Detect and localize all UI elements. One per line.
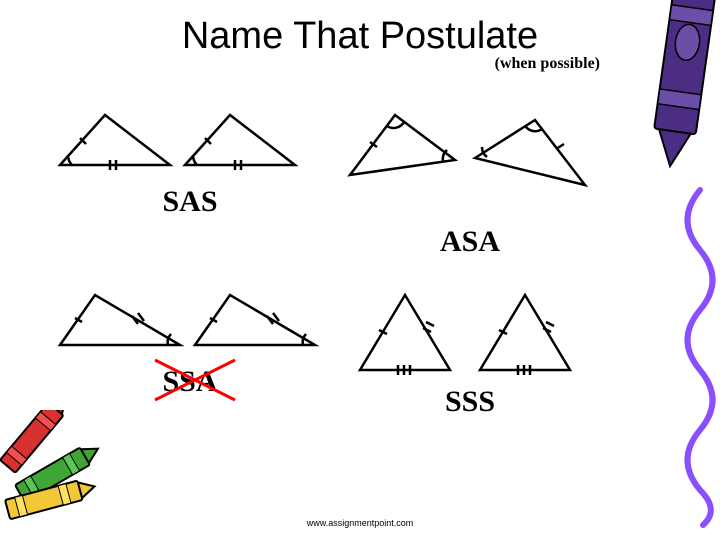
cell-ssa: SSA xyxy=(50,280,330,399)
cell-sss: SSS xyxy=(330,280,610,419)
page-title: Name That Postulate xyxy=(0,0,720,58)
subtitle: (when possible) xyxy=(495,55,600,73)
label-asa: ASA xyxy=(440,225,500,259)
label-sas: SAS xyxy=(162,185,217,219)
label-ssa: SSA xyxy=(162,365,217,399)
cell-sas: SAS xyxy=(50,100,330,219)
crayon-purple-decoration xyxy=(625,0,720,540)
postulate-grid: SAS ASA xyxy=(50,100,610,480)
cell-asa: ASA xyxy=(330,100,610,259)
crayon-pile-decoration xyxy=(0,410,125,530)
label-sss: SSS xyxy=(445,385,495,419)
triangles-ssa xyxy=(50,280,330,360)
triangles-asa xyxy=(330,100,610,200)
triangles-sss xyxy=(330,280,610,380)
triangles-sas xyxy=(50,100,310,180)
